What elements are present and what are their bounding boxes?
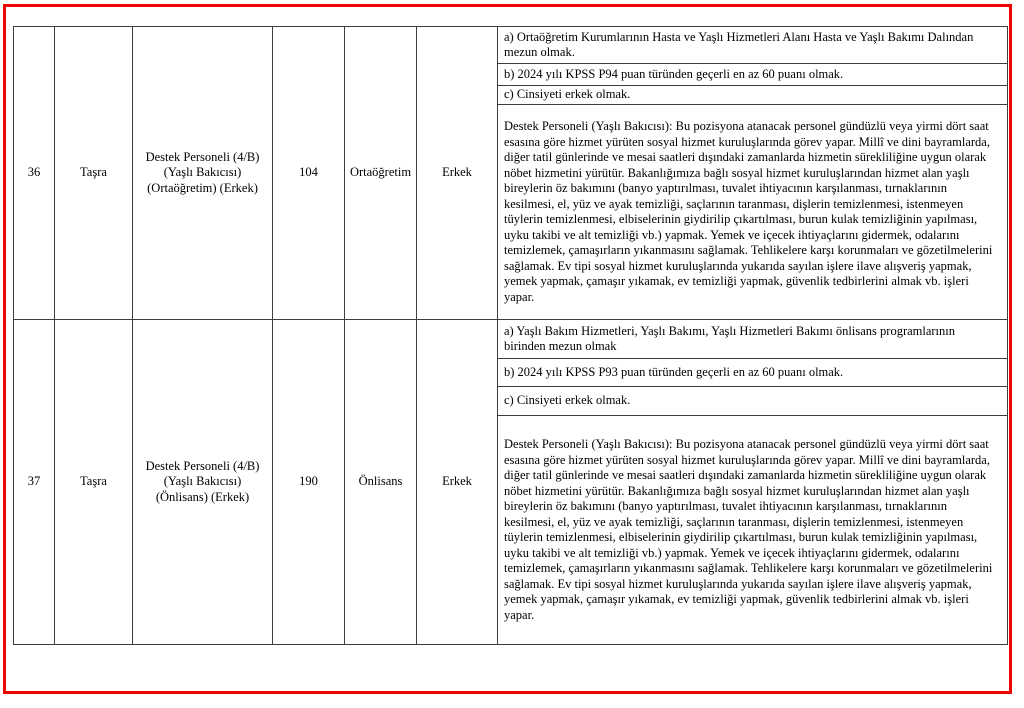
cell-gender: Erkek <box>416 26 498 320</box>
cell-quantity: 190 <box>272 319 345 645</box>
cell-requirement-c: c) Cinsiyeti erkek olmak. <box>497 85 1008 105</box>
table-row: Destek Personeli (Yaşlı Bakıcısı): Bu po… <box>14 415 1008 645</box>
page-border <box>3 4 1012 694</box>
cell-organization: Taşra <box>54 319 133 645</box>
cell-job-description: Destek Personeli (Yaşlı Bakıcısı): Bu po… <box>497 104 1008 320</box>
job-postings-table: 36 Taşra Destek Personeli (4/B) (Yaşlı B… <box>13 26 1008 645</box>
cell-row-number: 36 <box>13 26 55 320</box>
table-row: Destek Personeli (Yaşlı Bakıcısı): Bu po… <box>14 104 1008 320</box>
cell-row-number: 37 <box>13 319 55 645</box>
cell-position-title: Destek Personeli (4/B) (Yaşlı Bakıcısı) … <box>132 319 273 645</box>
cell-gender: Erkek <box>416 319 498 645</box>
cell-education-level: Önlisans <box>344 319 417 645</box>
table-row: b) 2024 yılı KPSS P93 puan türünden geçe… <box>14 358 1008 387</box>
cell-job-description: Destek Personeli (Yaşlı Bakıcısı): Bu po… <box>497 415 1008 645</box>
table-row: c) Cinsiyeti erkek olmak. <box>14 386 1008 416</box>
cell-quantity: 104 <box>272 26 345 320</box>
cell-position-title: Destek Personeli (4/B) (Yaşlı Bakıcısı) … <box>132 26 273 320</box>
cell-requirement-b: b) 2024 yılı KPSS P93 puan türünden geçe… <box>497 358 1008 387</box>
cell-organization: Taşra <box>54 26 133 320</box>
table-row: 36 Taşra Destek Personeli (4/B) (Yaşlı B… <box>13 26 1008 320</box>
table-row: 37 Taşra Destek Personeli (4/B) (Yaşlı B… <box>13 319 1008 645</box>
cell-education-level: Ortaöğretim <box>344 26 417 320</box>
cell-requirement-a: a) Ortaöğretim Kurumlarının Hasta ve Yaş… <box>497 26 1008 64</box>
cell-requirement-c: c) Cinsiyeti erkek olmak. <box>497 386 1008 416</box>
cell-requirement-a: a) Yaşlı Bakım Hizmetleri, Yaşlı Bakımı,… <box>497 319 1008 359</box>
cell-requirement-b: b) 2024 yılı KPSS P94 puan türünden geçe… <box>497 63 1008 86</box>
